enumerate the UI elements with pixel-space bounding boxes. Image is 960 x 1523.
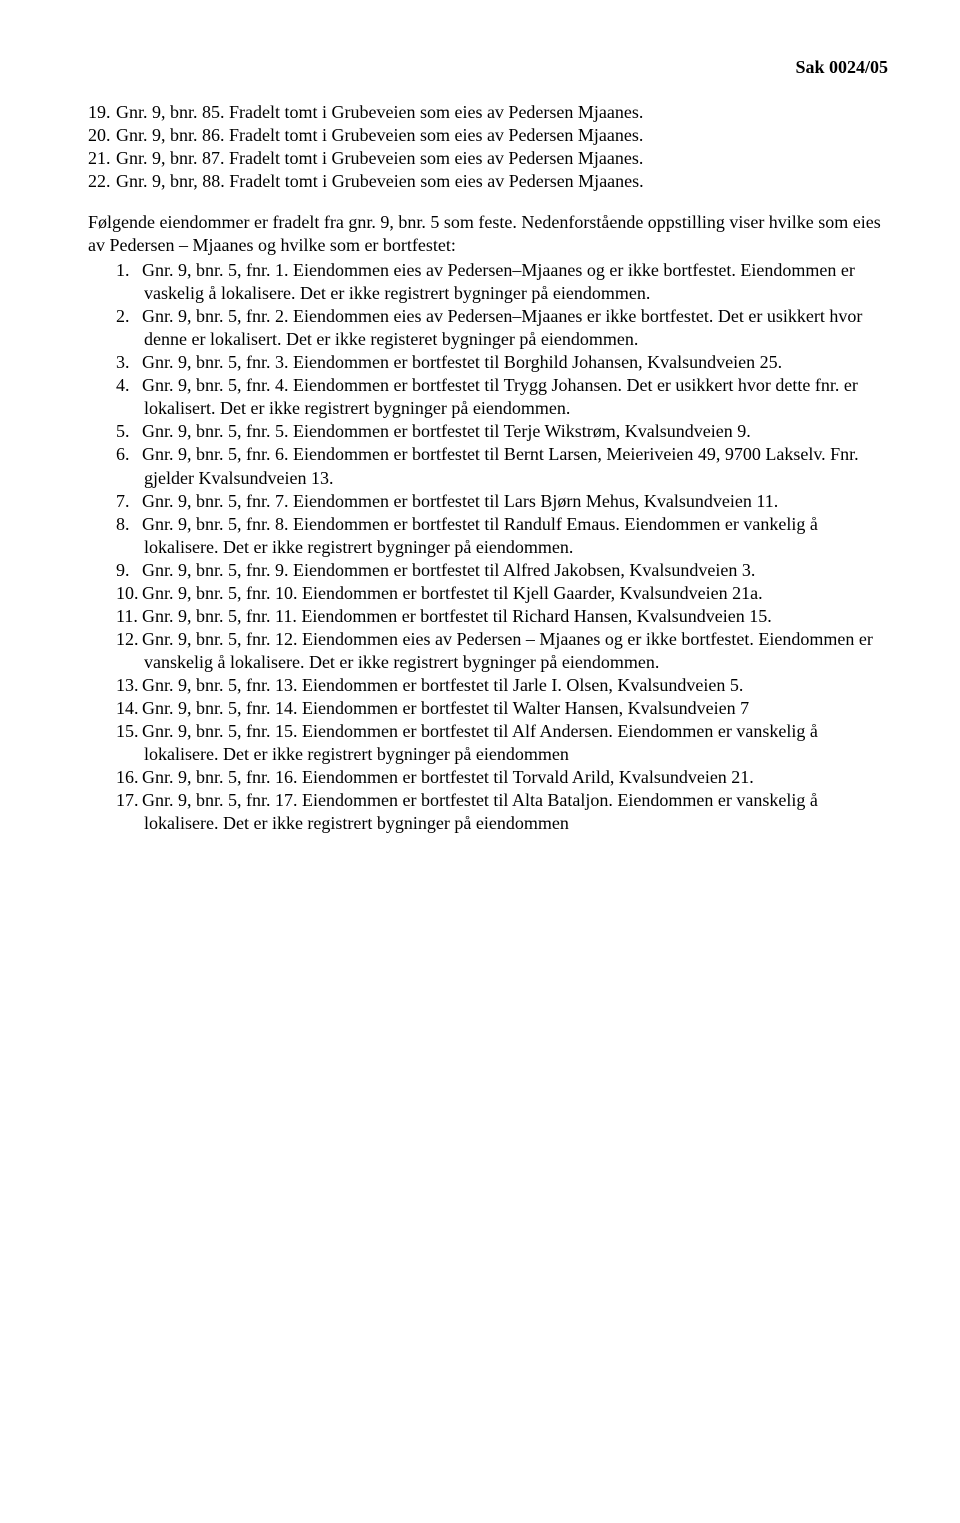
item-text: Gnr. 9, bnr. 5, fnr. 16. Eiendommen er b… (142, 767, 754, 787)
item-text: Gnr. 9, bnr. 5, fnr. 14. Eiendommen er b… (142, 698, 749, 718)
item-text: Gnr. 9, bnr. 5, fnr. 5. Eiendommen er bo… (142, 421, 751, 441)
first-list-item: 19.Gnr. 9, bnr. 85. Fradelt tomt i Grube… (88, 101, 888, 124)
item-number: 16. (116, 766, 142, 789)
item-text: Gnr. 9, bnr. 5, fnr. 8. Eiendommen er bo… (142, 514, 818, 557)
item-text: Gnr. 9, bnr. 5, fnr. 6. Eiendommen er bo… (142, 444, 859, 487)
item-number: 21. (88, 147, 116, 170)
item-number: 7. (116, 490, 142, 513)
item-number: 22. (88, 170, 116, 193)
first-list-item: 20.Gnr. 9, bnr. 86. Fradelt tomt i Grube… (88, 124, 888, 147)
item-number: 3. (116, 351, 142, 374)
second-list-item: 6.Gnr. 9, bnr. 5, fnr. 6. Eiendommen er … (116, 443, 888, 489)
item-text: Gnr. 9, bnr, 88. Fradelt tomt i Grubevei… (116, 170, 644, 193)
item-number: 1. (116, 259, 142, 282)
second-list-item: 13.Gnr. 9, bnr. 5, fnr. 13. Eiendommen e… (116, 674, 888, 697)
second-list-item: 1.Gnr. 9, bnr. 5, fnr. 1. Eiendommen eie… (116, 259, 888, 305)
second-list-item: 9.Gnr. 9, bnr. 5, fnr. 9. Eiendommen er … (116, 559, 888, 582)
item-text: Gnr. 9, bnr. 5, fnr. 1. Eiendommen eies … (142, 260, 855, 303)
item-text: Gnr. 9, bnr. 5, fnr. 17. Eiendommen er b… (142, 790, 818, 833)
second-list-item: 4.Gnr. 9, bnr. 5, fnr. 4. Eiendommen er … (116, 374, 888, 420)
second-list-item: 3.Gnr. 9, bnr. 5, fnr. 3. Eiendommen er … (116, 351, 888, 374)
item-number: 4. (116, 374, 142, 397)
item-text: Gnr. 9, bnr. 5, fnr. 3. Eiendommen er bo… (142, 352, 782, 372)
item-text: Gnr. 9, bnr. 5, fnr. 12. Eiendommen eies… (142, 629, 873, 672)
item-text: Gnr. 9, bnr. 5, fnr. 2. Eiendommen eies … (142, 306, 862, 349)
item-number: 17. (116, 789, 142, 812)
first-list-item: 21.Gnr. 9, bnr. 87. Fradelt tomt i Grube… (88, 147, 888, 170)
item-number: 5. (116, 420, 142, 443)
second-list-item: 12.Gnr. 9, bnr. 5, fnr. 12. Eiendommen e… (116, 628, 888, 674)
item-text: Gnr. 9, bnr. 5, fnr. 11. Eiendommen er b… (142, 606, 772, 626)
item-number: 14. (116, 697, 142, 720)
item-text: Gnr. 9, bnr. 86. Fradelt tomt i Grubevei… (116, 124, 643, 147)
second-list-item: 14.Gnr. 9, bnr. 5, fnr. 14. Eiendommen e… (116, 697, 888, 720)
item-number: 13. (116, 674, 142, 697)
item-number: 20. (88, 124, 116, 147)
second-list: 1.Gnr. 9, bnr. 5, fnr. 1. Eiendommen eie… (88, 259, 888, 835)
item-number: 12. (116, 628, 142, 651)
item-number: 19. (88, 101, 116, 124)
second-list-item: 7.Gnr. 9, bnr. 5, fnr. 7. Eiendommen er … (116, 490, 888, 513)
item-number: 8. (116, 513, 142, 536)
second-list-item: 17.Gnr. 9, bnr. 5, fnr. 17. Eiendommen e… (116, 789, 888, 835)
item-text: Gnr. 9, bnr. 85. Fradelt tomt i Grubevei… (116, 101, 643, 124)
item-text: Gnr. 9, bnr. 5, fnr. 9. Eiendommen er bo… (142, 560, 755, 580)
second-list-item: 15.Gnr. 9, bnr. 5, fnr. 15. Eiendommen e… (116, 720, 888, 766)
item-number: 6. (116, 443, 142, 466)
item-text: Gnr. 9, bnr. 87. Fradelt tomt i Grubevei… (116, 147, 643, 170)
first-list: 19.Gnr. 9, bnr. 85. Fradelt tomt i Grube… (88, 101, 888, 193)
item-number: 2. (116, 305, 142, 328)
second-list-item: 11.Gnr. 9, bnr. 5, fnr. 11. Eiendommen e… (116, 605, 888, 628)
item-text: Gnr. 9, bnr. 5, fnr. 10. Eiendommen er b… (142, 583, 763, 603)
second-list-item: 8.Gnr. 9, bnr. 5, fnr. 8. Eiendommen er … (116, 513, 888, 559)
item-text: Gnr. 9, bnr. 5, fnr. 7. Eiendommen er bo… (142, 491, 778, 511)
item-number: 15. (116, 720, 142, 743)
item-number: 11. (116, 605, 142, 628)
second-list-item: 10.Gnr. 9, bnr. 5, fnr. 10. Eiendommen e… (116, 582, 888, 605)
item-text: Gnr. 9, bnr. 5, fnr. 13. Eiendommen er b… (142, 675, 743, 695)
case-number-header: Sak 0024/05 (88, 56, 888, 79)
item-text: Gnr. 9, bnr. 5, fnr. 15. Eiendommen er b… (142, 721, 818, 764)
intro-paragraph: Følgende eiendommer er fradelt fra gnr. … (88, 211, 888, 257)
second-list-item: 5.Gnr. 9, bnr. 5, fnr. 5. Eiendommen er … (116, 420, 888, 443)
second-list-item: 16.Gnr. 9, bnr. 5, fnr. 16. Eiendommen e… (116, 766, 888, 789)
item-number: 9. (116, 559, 142, 582)
item-number: 10. (116, 582, 142, 605)
first-list-item: 22.Gnr. 9, bnr, 88. Fradelt tomt i Grube… (88, 170, 888, 193)
item-text: Gnr. 9, bnr. 5, fnr. 4. Eiendommen er bo… (142, 375, 858, 418)
second-list-item: 2.Gnr. 9, bnr. 5, fnr. 2. Eiendommen eie… (116, 305, 888, 351)
